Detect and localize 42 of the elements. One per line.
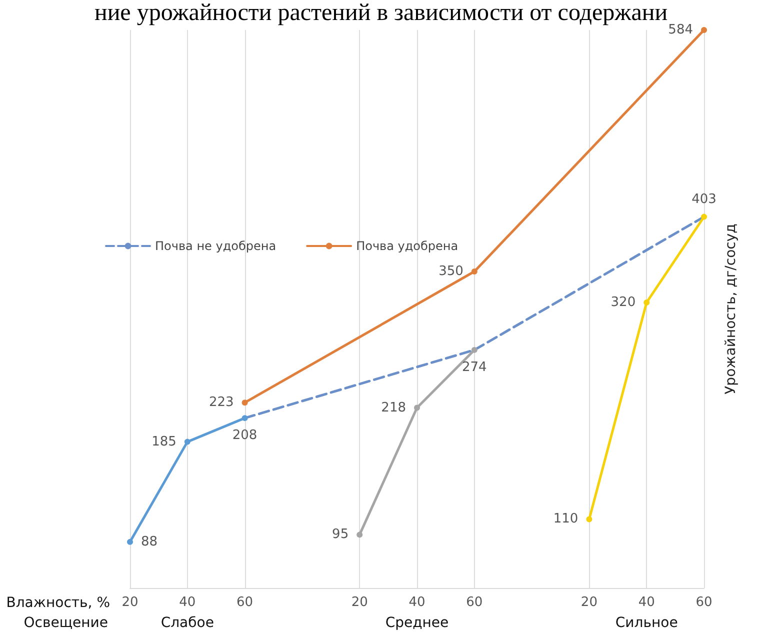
x-tick-label: 60 xyxy=(696,595,712,610)
x-tick-label: 40 xyxy=(408,595,426,610)
point xyxy=(127,538,133,545)
point xyxy=(701,27,707,33)
x-tick-label: 20 xyxy=(351,595,368,610)
legend-label: Почва удобрена xyxy=(356,239,458,253)
x-tick-label: 60 xyxy=(236,595,254,610)
data-label: 223 xyxy=(208,395,234,410)
x-tick-label: 40 xyxy=(638,595,655,610)
chart-title: ние урожайности растений в зависимости от содержани xyxy=(94,0,668,26)
text: Влажность, % xyxy=(6,595,110,611)
data-label: 218 xyxy=(381,400,406,416)
data-label: 95 xyxy=(332,527,349,542)
data-label: 350 xyxy=(438,264,464,280)
point xyxy=(414,404,420,411)
x-tick-label: 20 xyxy=(580,595,598,610)
data-label: 320 xyxy=(610,294,636,310)
x-tick-label: 60 xyxy=(466,595,483,610)
data-label: 208 xyxy=(232,428,258,444)
point xyxy=(471,268,478,275)
data-label: 274 xyxy=(462,360,487,375)
text: Освещение xyxy=(24,615,108,631)
text: Слабое xyxy=(160,615,214,631)
text: Среднее xyxy=(385,615,449,631)
point xyxy=(471,346,478,353)
data-label: 185 xyxy=(152,434,176,450)
data-label: 584 xyxy=(668,22,693,38)
data-label: 88 xyxy=(141,534,158,550)
point xyxy=(242,400,248,406)
point xyxy=(701,214,707,220)
point xyxy=(242,415,248,422)
data-label: 110 xyxy=(553,512,578,527)
point xyxy=(644,299,650,306)
data-label: 403 xyxy=(692,192,716,207)
text: Сильное xyxy=(615,615,678,631)
point xyxy=(586,516,592,522)
y-axis-title: Урожайность, дг/сосуд xyxy=(723,224,739,394)
legend-label: Почва не удобрена xyxy=(155,239,276,253)
point xyxy=(356,532,363,538)
point xyxy=(184,438,190,445)
x-tick-label: 20 xyxy=(122,595,138,610)
x-tick-label: 40 xyxy=(179,595,196,610)
